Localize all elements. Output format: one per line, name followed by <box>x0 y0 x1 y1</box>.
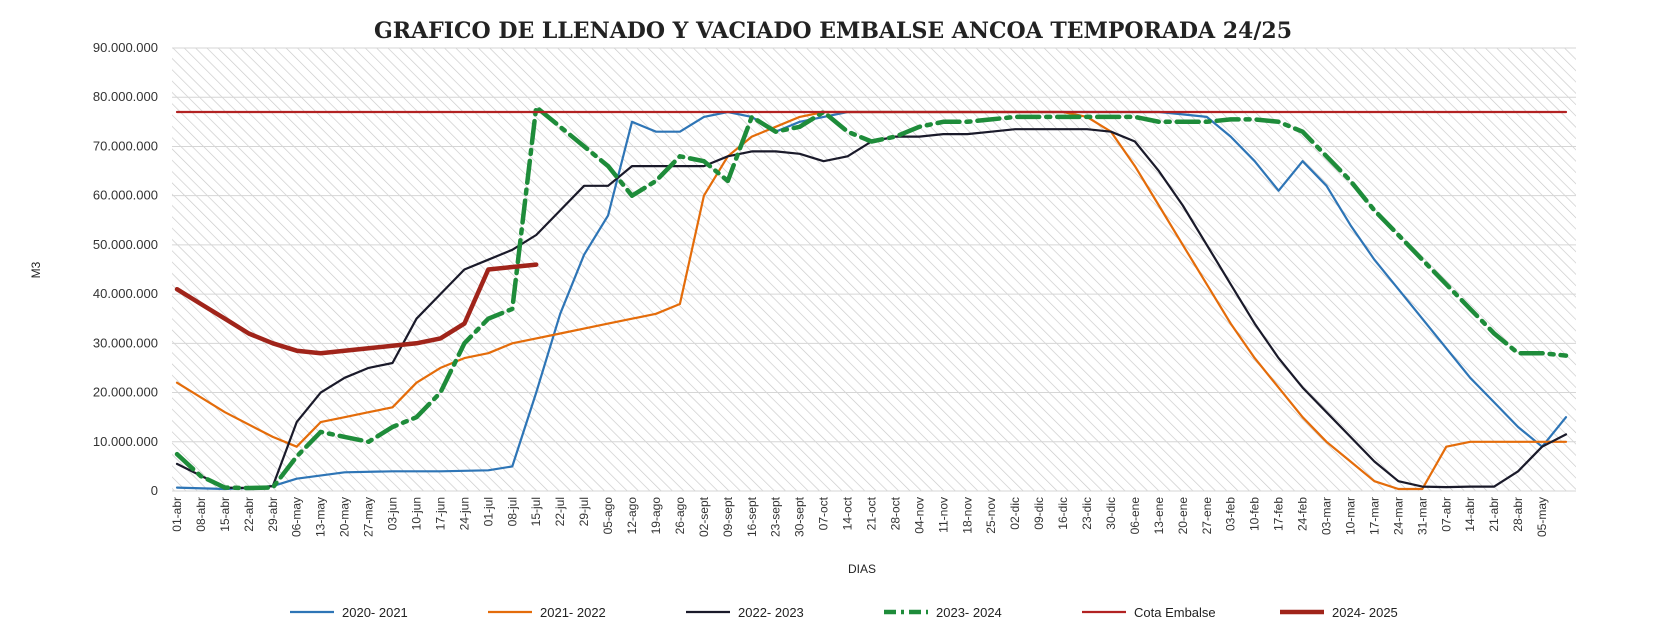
y-tick-label: 40.000.000 <box>93 286 158 301</box>
x-tick-label: 09-sept <box>721 496 735 537</box>
x-tick-label: 30-sept <box>793 496 807 537</box>
y-tick-label: 70.000.000 <box>93 138 158 153</box>
x-tick-label: 02-dic <box>1008 497 1022 530</box>
x-tick-label: 17-mar <box>1367 497 1381 535</box>
x-tick-label: 17-jun <box>433 497 447 530</box>
y-tick-label: 20.000.000 <box>93 385 158 400</box>
x-tick-label: 07-abr <box>1439 497 1453 532</box>
x-tick-label: 27-may <box>362 497 376 537</box>
x-tick-label: 06-may <box>290 497 304 537</box>
x-tick-label: 26-ago <box>673 497 687 535</box>
plot-hatch-background <box>172 48 1576 491</box>
x-tick-label: 24-mar <box>1391 497 1405 535</box>
x-tick-label: 16-dic <box>1056 497 1070 530</box>
x-tick-label: 10-mar <box>1343 497 1357 535</box>
x-tick-label: 16-sept <box>745 496 759 537</box>
x-tick-label: 10-jun <box>409 497 423 530</box>
data-series <box>174 104 1569 491</box>
legend-label: Cota Embalse <box>1134 605 1216 620</box>
legend-label: 2020- 2021 <box>342 605 408 620</box>
y-axis-ticks: 0 10.000.000 20.000.000 30.000.000 40.000.00… <box>93 40 158 498</box>
y-axis-label: M3 <box>29 261 43 278</box>
x-tick-label: 01-abr <box>170 497 184 532</box>
x-tick-label: 18-nov <box>960 497 974 534</box>
x-tick-label: 25-nov <box>984 497 998 534</box>
legend-label: 2021- 2022 <box>540 605 606 620</box>
x-tick-label: 24-jun <box>457 497 471 530</box>
x-tick-label: 03-feb <box>1224 497 1238 531</box>
x-tick-label: 23-dic <box>1080 497 1094 530</box>
x-tick-label: 20-may <box>338 497 352 537</box>
x-tick-label: 03-mar <box>1320 497 1334 535</box>
y-tick-label: 80.000.000 <box>93 89 158 104</box>
series-line-2024-2025 <box>174 262 539 356</box>
x-tick-label: 19-ago <box>649 497 663 535</box>
x-tick-label: 07-oct <box>817 496 831 530</box>
x-tick-label: 03-jun <box>386 497 400 530</box>
x-tick-label: 05-may <box>1535 497 1549 537</box>
x-tick-label: 06-ene <box>1128 497 1142 535</box>
x-tick-label: 13-ene <box>1152 497 1166 535</box>
y-tick-label: 0 <box>151 483 158 498</box>
x-tick-label: 20-ene <box>1176 497 1190 535</box>
x-tick-label: 13-may <box>314 497 328 537</box>
x-tick-label: 28-oct <box>888 496 902 530</box>
y-tick-label: 50.000.000 <box>93 237 158 252</box>
legend-label: 2022- 2023 <box>738 605 804 620</box>
x-axis-ticks: 01-abr 08-abr 15-abr 22-abr 29-abr 06-may 13-m… <box>170 496 1549 537</box>
x-tick-label: 29-jul <box>577 497 591 526</box>
x-tick-label: 17-feb <box>1272 497 1286 531</box>
x-tick-label: 15-abr <box>218 497 232 532</box>
x-tick-label: 27-ene <box>1200 497 1214 535</box>
x-tick-label: 12-ago <box>625 497 639 535</box>
x-tick-label: 14-oct <box>841 496 855 530</box>
x-tick-label: 04-nov <box>912 497 926 534</box>
x-tick-label: 31-mar <box>1415 497 1429 535</box>
x-tick-label: 21-abr <box>1487 497 1501 532</box>
x-tick-label: 22-jul <box>553 497 567 526</box>
x-tick-label: 24-feb <box>1296 497 1310 531</box>
x-tick-label: 11-nov <box>936 497 950 533</box>
x-tick-label: 08-jul <box>505 497 519 526</box>
x-tick-label: 30-dic <box>1104 497 1118 530</box>
x-tick-label: 29-abr <box>266 497 280 532</box>
x-tick-label: 02-sept <box>697 496 711 537</box>
x-tick-label: 05-ago <box>601 497 615 535</box>
y-tick-label: 90.000.000 <box>93 40 158 55</box>
legend-label: 2023- 2024 <box>936 605 1002 620</box>
x-tick-label: 14-abr <box>1463 497 1477 532</box>
x-tick-label: 28-abr <box>1511 497 1525 532</box>
x-tick-label: 15-jul <box>529 497 543 526</box>
legend-label: 2024- 2025 <box>1332 605 1398 620</box>
x-tick-label: 01-jul <box>481 497 495 526</box>
series-line-2023-2024 <box>174 104 1569 491</box>
x-tick-label: 09-dic <box>1032 497 1046 530</box>
x-tick-label: 10-feb <box>1248 497 1262 531</box>
y-tick-label: 30.000.000 <box>93 335 158 350</box>
x-axis-label: DIAS <box>848 562 876 576</box>
x-tick-label: 23-sept <box>769 496 783 537</box>
chart-title: GRAFICO DE LLENADO Y VACIADO EMBALSE ANC… <box>374 18 1292 44</box>
y-tick-label: 60.000.000 <box>93 188 158 203</box>
x-tick-label: 22-abr <box>242 497 256 532</box>
legend: 2020- 2021 2021- 2022 2022- 2023 2023- 2024… <box>290 605 1398 620</box>
x-tick-label: 21-oct <box>865 496 879 530</box>
y-tick-label: 10.000.000 <box>93 434 158 449</box>
x-tick-label: 08-abr <box>194 497 208 532</box>
